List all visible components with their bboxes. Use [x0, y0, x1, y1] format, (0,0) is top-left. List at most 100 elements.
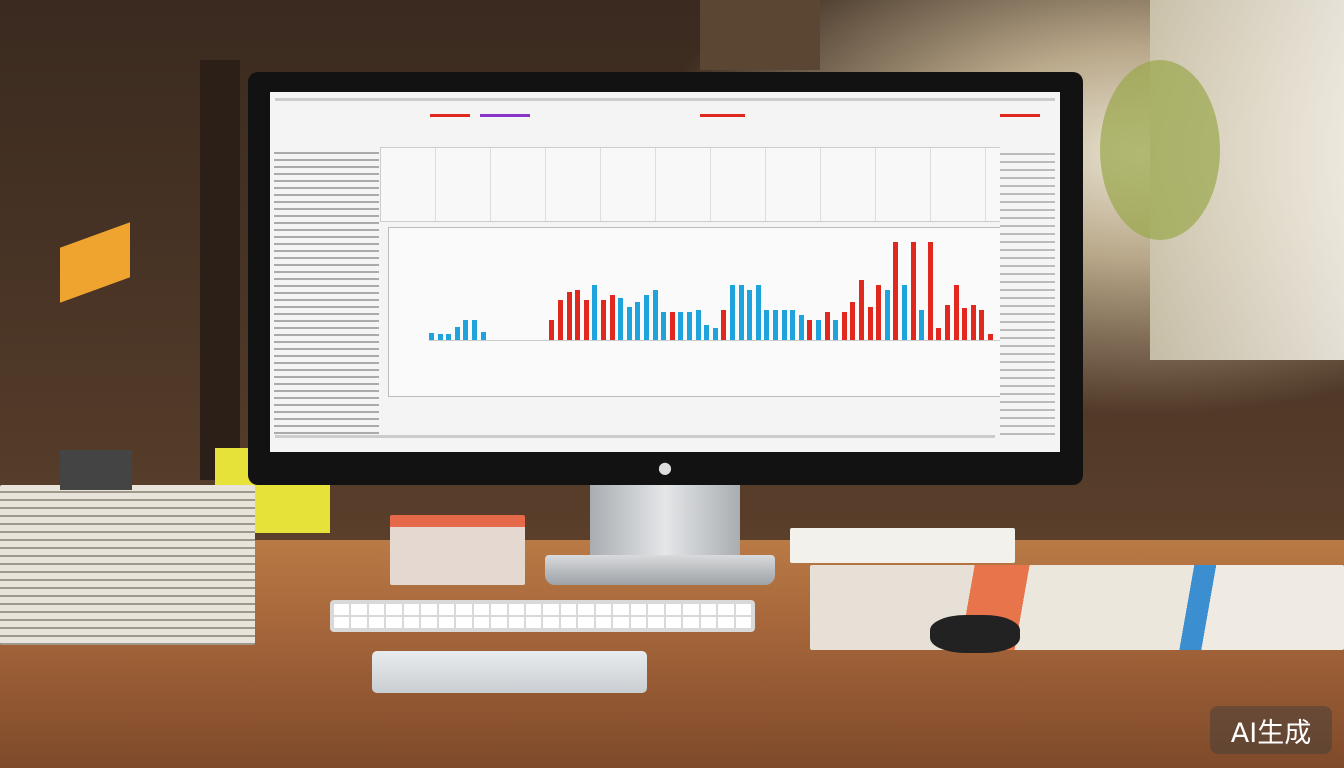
- key[interactable]: [665, 604, 682, 615]
- key[interactable]: [613, 604, 629, 615]
- chart-bar: [781, 310, 787, 340]
- lamp-shade: [60, 222, 130, 303]
- key[interactable]: [595, 617, 612, 628]
- monitor-base: [545, 555, 775, 585]
- chart-bar: [712, 328, 718, 340]
- key[interactable]: [630, 604, 647, 615]
- chart-bar: [429, 333, 434, 340]
- chart-bar: [592, 285, 598, 340]
- key[interactable]: [473, 604, 490, 615]
- chart-bar: [454, 327, 460, 340]
- key[interactable]: [700, 604, 717, 615]
- chart-bar: [833, 320, 839, 340]
- paper-stack: [0, 485, 255, 645]
- chart-bar: [652, 290, 658, 340]
- right-panel: [1000, 147, 1055, 437]
- key[interactable]: [543, 604, 559, 615]
- key[interactable]: [560, 617, 577, 628]
- chart-bar: [661, 312, 667, 340]
- chart-bar: [945, 305, 950, 340]
- chart-bar: [463, 320, 469, 340]
- apple-logo-icon: ●: [658, 458, 672, 477]
- key[interactable]: [700, 617, 717, 628]
- key[interactable]: [491, 604, 507, 615]
- key[interactable]: [403, 604, 420, 615]
- chart-bar: [626, 307, 632, 340]
- key[interactable]: [735, 604, 751, 615]
- key[interactable]: [683, 604, 699, 615]
- key[interactable]: [334, 604, 350, 615]
- chart-bar: [437, 334, 443, 340]
- key[interactable]: [648, 617, 664, 628]
- key[interactable]: [648, 604, 664, 615]
- key[interactable]: [508, 617, 525, 628]
- ai-watermark: AI生成: [1210, 706, 1332, 754]
- chart-bar: [583, 300, 589, 340]
- key[interactable]: [386, 604, 402, 615]
- key[interactable]: [718, 604, 734, 615]
- chart-bar: [841, 312, 847, 340]
- chart-bar: [747, 290, 753, 340]
- mouse: [930, 615, 1020, 653]
- key[interactable]: [595, 604, 612, 615]
- chart-bar: [910, 242, 916, 340]
- chart-bar: [764, 310, 770, 340]
- key[interactable]: [403, 617, 420, 628]
- chart-bar: [876, 285, 882, 340]
- chart-bar: [472, 320, 477, 340]
- key[interactable]: [421, 604, 437, 615]
- key[interactable]: [613, 617, 629, 628]
- key[interactable]: [543, 617, 559, 628]
- chart-bar: [738, 285, 744, 340]
- key[interactable]: [491, 617, 507, 628]
- chart-bar: [609, 295, 615, 340]
- key[interactable]: [578, 617, 594, 628]
- chart-bar: [970, 305, 976, 340]
- key[interactable]: [508, 604, 525, 615]
- background-shelf: [200, 60, 240, 480]
- key[interactable]: [473, 617, 490, 628]
- key[interactable]: [526, 604, 542, 615]
- key[interactable]: [718, 617, 734, 628]
- chart-bar: [919, 310, 925, 340]
- key[interactable]: [578, 604, 594, 615]
- key[interactable]: [526, 617, 542, 628]
- chart-bar: [669, 312, 675, 340]
- key[interactable]: [351, 617, 367, 628]
- key[interactable]: [665, 617, 682, 628]
- sidebar: [274, 147, 379, 437]
- key[interactable]: [735, 617, 751, 628]
- key[interactable]: [456, 604, 472, 615]
- chart-bar: [927, 242, 933, 340]
- key[interactable]: [438, 617, 455, 628]
- chart-bar: [773, 310, 778, 340]
- key[interactable]: [368, 617, 385, 628]
- chart-bar: [721, 310, 727, 340]
- chart-bar: [850, 302, 856, 340]
- key[interactable]: [421, 617, 437, 628]
- chart-bar: [988, 334, 993, 340]
- chart-bar: [962, 308, 968, 340]
- key[interactable]: [456, 617, 472, 628]
- keyboard[interactable]: [330, 600, 755, 632]
- chart-bar: [953, 285, 959, 340]
- key[interactable]: [683, 617, 699, 628]
- chart-bar: [704, 325, 710, 340]
- background-shelf: [700, 0, 820, 70]
- key[interactable]: [630, 617, 647, 628]
- key[interactable]: [560, 604, 577, 615]
- chart-bar: [687, 312, 692, 340]
- key[interactable]: [368, 604, 385, 615]
- chart-bar: [893, 242, 899, 340]
- key[interactable]: [351, 604, 367, 615]
- monitor-screen: [270, 92, 1060, 452]
- trackpad[interactable]: [372, 651, 647, 693]
- key[interactable]: [334, 617, 350, 628]
- key[interactable]: [438, 604, 455, 615]
- chart-bar: [678, 312, 684, 340]
- key[interactable]: [386, 617, 402, 628]
- chart-bar: [644, 295, 649, 340]
- open-book: [790, 528, 1015, 563]
- monitor-stand: [590, 485, 740, 560]
- chart-plot-area: [429, 240, 1019, 341]
